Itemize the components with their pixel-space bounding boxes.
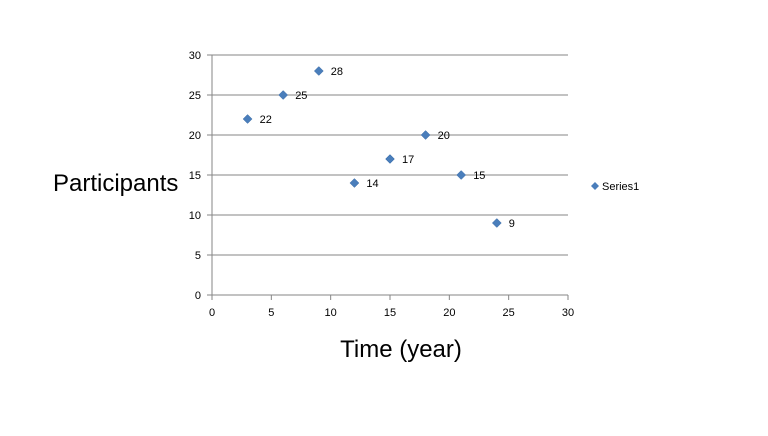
data-points <box>242 66 502 228</box>
x-tick-labels: 0 5 10 15 20 25 30 <box>209 307 574 319</box>
data-labels: 22 25 28 14 17 20 15 9 <box>260 66 515 230</box>
x-tick-label: 15 <box>384 307 396 319</box>
legend-marker-series1 <box>591 182 599 190</box>
data-point <box>491 218 502 228</box>
data-label: 17 <box>402 154 414 166</box>
data-label: 25 <box>295 90 307 102</box>
data-point <box>456 170 467 180</box>
data-label: 28 <box>331 66 343 78</box>
x-axis-title: Time (year) <box>340 336 462 363</box>
data-point <box>278 90 289 100</box>
y-tick-label: 15 <box>189 170 201 182</box>
y-tick-labels: 0 5 10 15 20 25 30 <box>189 50 201 302</box>
y-axis-title: Participants <box>53 170 178 197</box>
axes <box>207 54 569 300</box>
legend-label-series1: Series1 <box>602 181 639 193</box>
y-tick-label: 0 <box>195 290 201 302</box>
x-tick-label: 10 <box>325 307 337 319</box>
data-label: 22 <box>260 114 272 126</box>
y-tick-label: 20 <box>189 130 201 142</box>
data-label: 9 <box>509 218 515 230</box>
data-label: 15 <box>473 170 485 182</box>
data-point <box>242 114 253 124</box>
x-tick-label: 20 <box>443 307 455 319</box>
gridlines <box>212 54 568 256</box>
data-label: 20 <box>438 130 450 142</box>
y-tick-label: 30 <box>189 50 201 62</box>
x-tick-label: 30 <box>562 307 574 319</box>
data-point <box>313 66 324 76</box>
y-tick-label: 25 <box>189 90 201 102</box>
y-tick-label: 5 <box>195 250 201 262</box>
x-tick-label: 25 <box>503 307 515 319</box>
x-tick-label: 5 <box>268 307 274 319</box>
data-label: 14 <box>366 178 378 190</box>
data-point <box>420 130 431 140</box>
data-point <box>349 178 360 188</box>
legend: Series1 <box>591 181 639 193</box>
y-tick-label: 10 <box>189 210 201 222</box>
x-tick-label: 0 <box>209 307 215 319</box>
data-point <box>385 154 395 164</box>
